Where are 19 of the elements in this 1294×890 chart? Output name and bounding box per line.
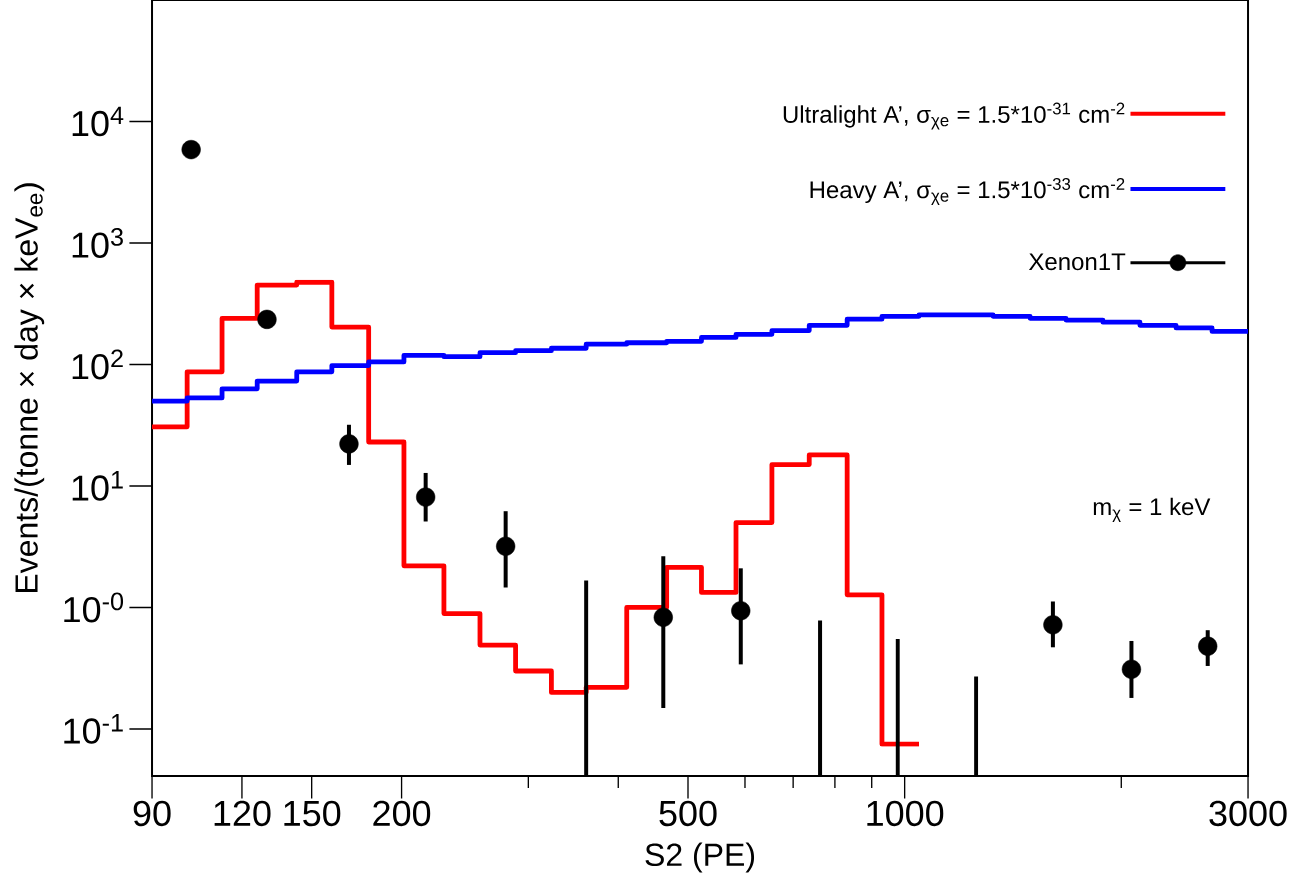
x-tick-label: 120 [214, 800, 271, 827]
y-tick-label: 10$^{2}$ [72, 349, 123, 380]
x-axis-title: S2 (PE) [645, 842, 755, 873]
y-tick-label: 10$^{-1}$ [64, 714, 123, 744]
x-tick-label: 200 [373, 800, 431, 827]
annotation: m$_{χ}$ = 1 keV [1093, 497, 1211, 522]
y-tick-label: 10$^{-0}$ [64, 592, 124, 623]
legend-label: Heavy A’, σ$_{χe}$ = 1.5*10$^{-33}$ cm$^{-2}$ [810, 178, 1125, 206]
y-axis-title: Events/(tonne × day × keV$_{ee}$) [14, 183, 45, 593]
x-tick-label: 500 [659, 800, 717, 827]
legend-label: Ultralight A’, σ$_{χe}$ = 1.5*10$^{-31}$ cm$^{-2}$ [783, 102, 1125, 130]
y-tick-label: 10$^{3}$ [72, 228, 123, 258]
y-tick-label: 10$^{4}$ [72, 106, 124, 137]
legend-label: Xenon1T [1028, 253, 1126, 271]
y-tick-label: 10$^{1}$ [72, 471, 123, 501]
x-tick-label: 3000 [1209, 800, 1287, 827]
x-tick-label: 90 [133, 800, 171, 827]
x-tick-label: 150 [284, 800, 341, 827]
x-tick-label: 1000 [867, 800, 944, 827]
